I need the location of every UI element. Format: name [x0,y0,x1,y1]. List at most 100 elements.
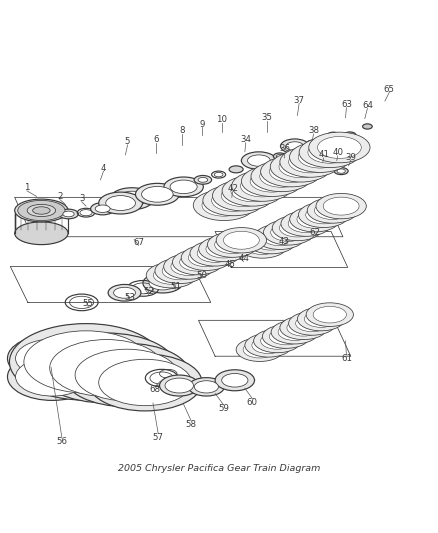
Text: 51: 51 [170,282,181,290]
Text: 40: 40 [332,148,343,157]
Ellipse shape [270,223,306,241]
Text: 10: 10 [215,116,227,124]
Text: 2: 2 [57,192,62,201]
Text: 42: 42 [226,184,237,193]
Ellipse shape [27,204,56,216]
Ellipse shape [193,190,254,221]
Ellipse shape [14,199,68,222]
Ellipse shape [90,203,114,215]
Text: 43: 43 [278,237,289,246]
Ellipse shape [254,224,304,249]
Ellipse shape [251,161,311,192]
Ellipse shape [315,193,365,219]
Ellipse shape [333,167,347,175]
Ellipse shape [276,155,283,158]
Ellipse shape [207,232,257,257]
Ellipse shape [307,141,351,163]
Ellipse shape [273,153,286,159]
Text: 9: 9 [199,120,204,129]
Ellipse shape [305,303,353,326]
Text: 63: 63 [340,100,351,109]
Ellipse shape [170,257,206,276]
Text: 35: 35 [261,113,272,122]
Ellipse shape [221,184,265,207]
Ellipse shape [179,253,215,271]
Ellipse shape [194,381,218,393]
Text: 53: 53 [124,293,135,302]
Text: 68: 68 [149,385,160,394]
Ellipse shape [216,228,266,253]
Text: 5: 5 [124,138,130,146]
Ellipse shape [288,215,323,232]
Ellipse shape [279,316,326,340]
Ellipse shape [106,196,135,211]
Ellipse shape [306,140,317,146]
Ellipse shape [241,166,302,197]
Ellipse shape [343,132,355,139]
Ellipse shape [243,341,276,358]
Ellipse shape [326,132,339,140]
Text: 50: 50 [196,271,207,280]
Ellipse shape [59,209,78,219]
Ellipse shape [288,151,332,173]
Text: 64: 64 [361,101,372,110]
Text: 4: 4 [101,164,106,173]
Text: 45: 45 [224,260,235,269]
Ellipse shape [261,228,297,246]
Ellipse shape [270,151,331,182]
Ellipse shape [328,134,336,138]
Ellipse shape [298,202,348,228]
Text: 3: 3 [79,194,84,203]
Ellipse shape [259,165,303,187]
Ellipse shape [237,233,287,258]
Ellipse shape [244,334,291,357]
Ellipse shape [36,333,176,403]
Ellipse shape [253,232,288,250]
Ellipse shape [99,359,191,406]
Ellipse shape [197,245,233,262]
Ellipse shape [317,136,360,158]
Text: 67: 67 [133,238,144,247]
Ellipse shape [324,166,331,170]
Ellipse shape [170,180,197,193]
Ellipse shape [304,311,337,327]
Ellipse shape [49,340,163,397]
Text: 62: 62 [309,228,320,237]
Ellipse shape [279,156,322,177]
Ellipse shape [321,165,333,171]
Ellipse shape [289,207,339,232]
Ellipse shape [214,236,250,254]
Ellipse shape [286,142,303,150]
Ellipse shape [211,189,255,212]
Ellipse shape [280,211,331,236]
Ellipse shape [231,171,292,201]
Ellipse shape [149,276,176,290]
Ellipse shape [190,241,240,266]
Text: 56: 56 [57,437,67,446]
Ellipse shape [223,231,259,249]
Ellipse shape [250,170,293,192]
Ellipse shape [215,370,254,391]
Ellipse shape [110,188,153,209]
Ellipse shape [336,169,345,173]
Ellipse shape [278,324,311,341]
Ellipse shape [10,324,162,400]
Text: 60: 60 [246,398,257,407]
Ellipse shape [297,146,341,168]
Text: 34: 34 [240,135,251,144]
Ellipse shape [172,249,222,275]
Ellipse shape [163,177,203,197]
Ellipse shape [194,175,211,184]
Ellipse shape [314,201,350,220]
Ellipse shape [222,175,283,206]
Text: 59: 59 [218,404,229,413]
Ellipse shape [295,315,328,332]
Ellipse shape [143,273,182,293]
Text: 65: 65 [383,85,394,94]
Ellipse shape [146,263,196,288]
Ellipse shape [289,142,350,172]
Ellipse shape [229,166,243,173]
Ellipse shape [202,185,264,216]
Text: 44: 44 [237,254,248,263]
Ellipse shape [251,337,285,353]
